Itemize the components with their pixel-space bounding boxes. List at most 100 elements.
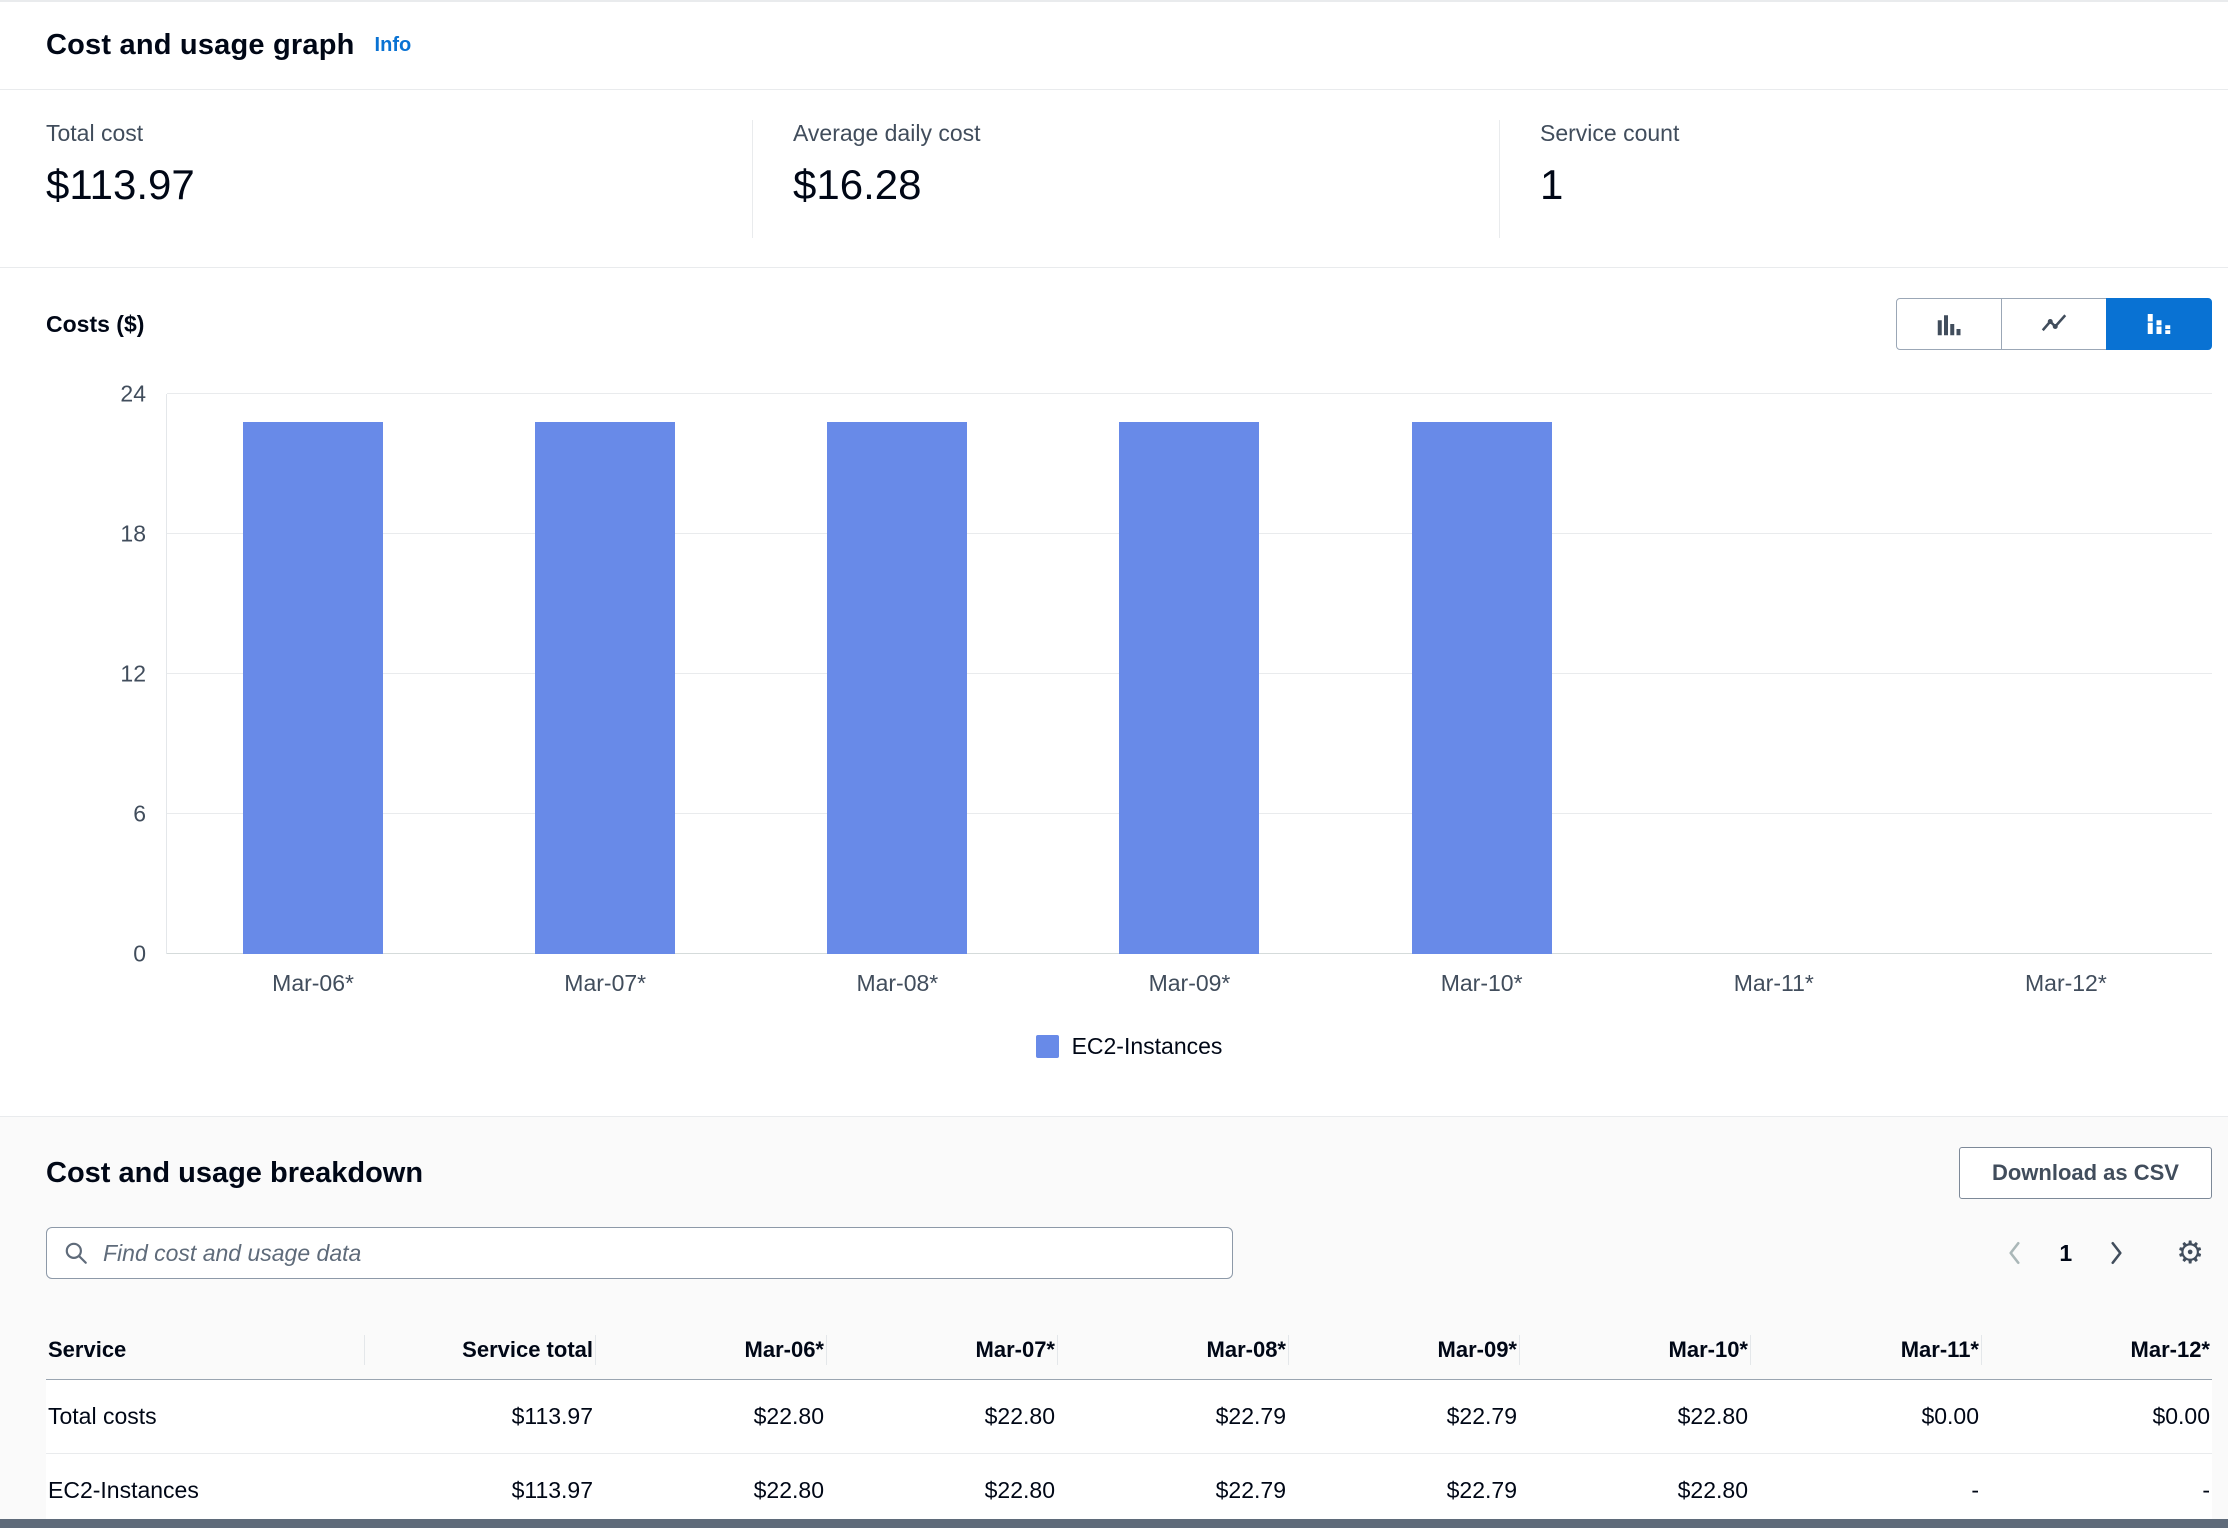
x-axis-label: Mar-08* [856, 970, 939, 996]
value-cell: $22.79 [1288, 1379, 1519, 1454]
table-row: Total costs $113.97 $22.80 $22.80 $22.79 $22.… [46, 1379, 2212, 1454]
x-axis-label: Mar-06* [272, 970, 354, 996]
value-cell: $22.79 [1057, 1453, 1288, 1527]
line-chart-toggle-button[interactable] [2001, 298, 2107, 350]
x-axis-label: Mar-10* [1440, 970, 1523, 996]
column-header-mar-06[interactable]: Mar-06* [595, 1323, 826, 1380]
y-axis-tick: 6 [133, 800, 146, 827]
value-cell: $22.80 [595, 1453, 826, 1527]
value-cell: $22.80 [826, 1453, 1057, 1527]
bar-slot [1920, 394, 2212, 954]
gear-icon: ⚙︎ [2176, 1234, 2204, 1271]
current-page[interactable]: 1 [2059, 1239, 2073, 1266]
value-cell: $0.00 [1981, 1379, 2212, 1454]
breakdown-title: Cost and usage breakdown [46, 1156, 424, 1189]
info-link[interactable]: Info [374, 34, 412, 56]
chart-legend[interactable]: EC2-Instances [46, 1033, 2212, 1060]
bar-slot [167, 394, 459, 954]
column-header-mar-12[interactable]: Mar-12* [1981, 1323, 2212, 1380]
chart-bar-mar-06[interactable] [243, 422, 384, 954]
y-axis-title: Costs ($) [46, 310, 145, 337]
bar-slot [1336, 394, 1628, 954]
horizontal-scrollbar[interactable] [0, 1519, 2228, 1528]
x-axis-label: Mar-11* [1733, 970, 1814, 996]
settings-button[interactable]: ⚙︎ [2176, 1234, 2204, 1271]
legend-swatch [1035, 1035, 1059, 1058]
table-body: Total costs $113.97 $22.80 $22.80 $22.79 $22.… [46, 1379, 2212, 1527]
stat-value: 1 [1540, 161, 1564, 208]
gridline [167, 393, 2212, 394]
service-cell: Total costs [46, 1379, 364, 1454]
page-header: Cost and usage graph Info [0, 2, 2228, 90]
previous-page-button[interactable] [2007, 1240, 2023, 1266]
column-header-mar-08[interactable]: Mar-08* [1057, 1323, 1288, 1380]
legend-label: EC2-Instances [1071, 1033, 1223, 1059]
value-cell: $22.80 [595, 1379, 826, 1454]
chart-bar-mar-08[interactable] [827, 422, 968, 954]
search-box[interactable] [46, 1227, 1233, 1279]
value-cell: $22.79 [1057, 1379, 1288, 1454]
chart-bar-mar-10[interactable] [1411, 422, 1552, 954]
bar-slot [751, 394, 1043, 954]
value-cell: - [1750, 1453, 1981, 1527]
value-cell: $113.97 [364, 1379, 595, 1454]
stacked-bar-chart-toggle-button[interactable] [2106, 298, 2212, 350]
stat-service-count: Service count 1 [1499, 120, 2228, 238]
search-input[interactable] [103, 1239, 1216, 1267]
pagination: 1 ⚙︎ [2007, 1234, 2212, 1271]
summary-stats: Total cost $113.97 Average daily cost $1… [0, 90, 2228, 268]
chart-section: Costs ($) [0, 268, 2228, 1117]
bar-chart-toggle-button[interactable] [1896, 298, 2002, 350]
bar-chart-icon [1937, 315, 1961, 336]
search-icon [65, 1242, 87, 1264]
column-header-mar-09[interactable]: Mar-09* [1288, 1323, 1519, 1380]
column-header-service[interactable]: Service [46, 1323, 364, 1380]
column-header-mar-11[interactable]: Mar-11* [1750, 1323, 1981, 1380]
breakdown-section: Cost and usage breakdown Download as CSV… [0, 1117, 2228, 1528]
stat-label: Total cost [46, 120, 144, 146]
breakdown-controls: 1 ⚙︎ [46, 1227, 2212, 1279]
table-row: EC2-Instances $113.97 $22.80 $22.80 $22.79 $2… [46, 1453, 2212, 1527]
plot-area [166, 393, 2212, 954]
stacked-bar-chart-icon [2147, 314, 2171, 334]
y-axis-tick: 24 [120, 380, 146, 407]
x-axis-label: Mar-07* [564, 970, 647, 996]
y-axis-tick: 0 [133, 940, 146, 967]
y-axis-tick: 12 [120, 660, 146, 687]
next-page-button[interactable] [2108, 1240, 2124, 1266]
value-cell: $113.97 [364, 1453, 595, 1527]
chart-bar-mar-07[interactable] [535, 422, 676, 954]
table-header-row: Service Service total Mar-06* Mar-07* Mar-08… [46, 1323, 2212, 1380]
chart-toolbar: Costs ($) [46, 298, 2212, 350]
value-cell: $22.80 [1519, 1379, 1750, 1454]
bar-slot [459, 394, 751, 954]
chevron-right-icon [2111, 1241, 2122, 1265]
page-title: Cost and usage graph [46, 29, 355, 61]
stat-value: $16.28 [793, 161, 922, 208]
stat-total-cost: Total cost $113.97 [0, 120, 752, 238]
stat-label: Service count [1540, 120, 1680, 146]
chevron-left-icon [2009, 1241, 2020, 1265]
x-axis-label: Mar-09* [1148, 970, 1231, 996]
value-cell: $22.80 [826, 1379, 1057, 1454]
chart: 0 6 12 18 24 [46, 381, 2212, 967]
breakdown-table: Service Service total Mar-06* Mar-07* Mar-08… [46, 1323, 2212, 1527]
stat-label: Average daily cost [793, 120, 981, 146]
download-csv-button[interactable]: Download as CSV [1958, 1147, 2212, 1199]
bar-slot [1043, 394, 1335, 954]
value-cell: $0.00 [1750, 1379, 1981, 1454]
line-chart-icon [2041, 314, 2067, 332]
column-header-mar-10[interactable]: Mar-10* [1519, 1323, 1750, 1380]
value-cell: $22.79 [1288, 1453, 1519, 1527]
column-header-mar-07[interactable]: Mar-07* [826, 1323, 1057, 1380]
y-axis: 0 6 12 18 24 [46, 381, 166, 967]
service-cell: EC2-Instances [46, 1453, 364, 1527]
y-axis-tick: 18 [120, 520, 146, 547]
breakdown-header: Cost and usage breakdown Download as CSV [46, 1147, 2212, 1199]
column-header-service-total[interactable]: Service total [364, 1323, 595, 1380]
value-cell: $22.80 [1519, 1453, 1750, 1527]
chart-bar-mar-09[interactable] [1119, 422, 1260, 954]
x-axis: Mar-06* Mar-07* Mar-08* Mar-09* Mar-10* Mar-1… [167, 970, 2212, 997]
chart-type-toggle [1896, 298, 2212, 350]
